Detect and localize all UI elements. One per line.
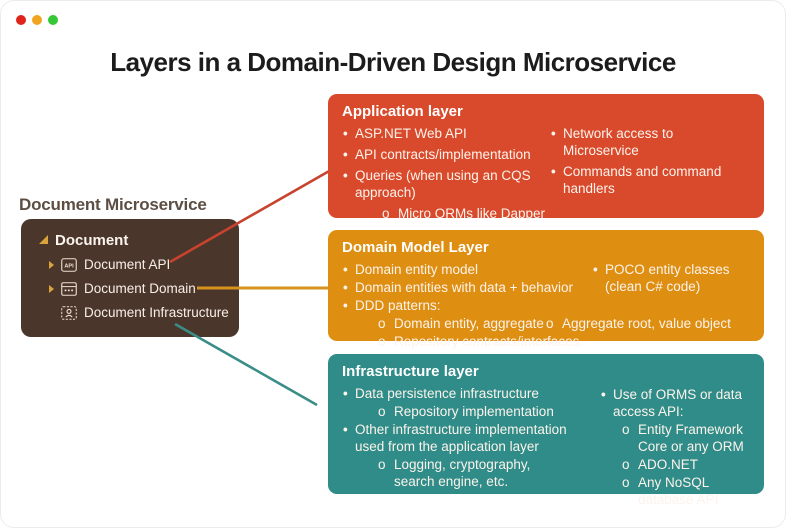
- tree-item-label: Document API: [84, 257, 171, 272]
- list-item: Other infrastructure implementation used…: [355, 422, 567, 454]
- list-item: API contracts/implementation: [355, 147, 531, 162]
- list-item: POCO entity classes (clean C# code): [605, 262, 730, 294]
- list-item: Repository implementation: [394, 404, 554, 419]
- services-icon: [61, 305, 77, 320]
- infrastructure-right-list: Use of ORMS or data access API: Entity F…: [600, 385, 772, 509]
- list-item: Aggregate root, value object: [562, 316, 731, 331]
- list-item: ASP.NET Web API: [355, 126, 467, 141]
- expanded-triangle-icon: [39, 235, 48, 244]
- list-item: Domain entities with data + behavior: [355, 280, 573, 295]
- tree-root-label: Document: [55, 232, 129, 249]
- tree-item-document-api[interactable]: API Document API: [49, 256, 229, 273]
- infrastructure-layer-box: Infrastructure layer Data persistence in…: [328, 354, 764, 507]
- bullet-icon: [550, 125, 563, 159]
- domain-left-list: Domain entity model Domain entities with…: [342, 261, 592, 315]
- domain-layer-title: Domain Model Layer: [342, 239, 489, 256]
- list-item: ADO.NET: [638, 457, 699, 472]
- tree-item-label: Document Domain: [84, 281, 196, 296]
- list-item: Data persistence infrastructure: [355, 386, 539, 401]
- tree-item-document-infrastructure[interactable]: Document Infrastructure: [49, 304, 229, 321]
- list-item: Commands and command handlers: [563, 164, 722, 196]
- domain-right-list: POCO entity classes (clean C# code): [592, 261, 750, 296]
- bullet-icon: [342, 279, 355, 296]
- solution-tree-panel: Document API Document API Document Domai…: [21, 219, 239, 337]
- application-left-list: ASP.NET Web API API contracts/implementa…: [342, 125, 550, 226]
- list-item: Entity Framework Core or any ORM: [638, 422, 744, 454]
- list-item: Repository contracts/interfaces.: [394, 334, 584, 349]
- circle-bullet-icon: [378, 333, 394, 350]
- list-item: Network access to Microservice: [563, 126, 674, 158]
- maximize-window-button[interactable]: [48, 15, 58, 25]
- bullet-icon: [342, 125, 355, 142]
- domain-model-layer-box: Domain Model Layer Domain entity model D…: [328, 230, 764, 349]
- list-item: Micro ORMs like Dapper: [398, 206, 546, 221]
- sidebar-heading: Document Microservice: [19, 195, 207, 214]
- circle-bullet-icon: [622, 421, 638, 455]
- list-item: Domain entity, aggregate: [394, 316, 544, 331]
- api-icon: API: [61, 257, 77, 272]
- bullet-icon: [550, 163, 563, 197]
- tree-item-label: Document Infrastructure: [84, 305, 229, 320]
- list-item: DDD patterns:: [355, 298, 441, 313]
- list-item: Use of ORMS or data access API:: [613, 387, 743, 419]
- infrastructure-left-list: Data persistence infrastructure Reposito…: [342, 385, 600, 491]
- application-right-list: Network access to Microservice Commands …: [550, 125, 750, 201]
- bullet-icon: [342, 297, 355, 314]
- bullet-icon: [342, 385, 355, 402]
- circle-bullet-icon: [382, 205, 398, 222]
- application-layer-box: Application layer ASP.NET Web API API co…: [328, 94, 764, 221]
- svg-text:API: API: [64, 263, 74, 269]
- close-window-button[interactable]: [16, 15, 26, 25]
- circle-bullet-icon: [546, 315, 562, 332]
- page-title: Layers in a Domain-Driven Design Microse…: [110, 47, 676, 77]
- circle-bullet-icon: [622, 474, 638, 508]
- tree-item-document-domain[interactable]: Document Domain: [49, 280, 229, 297]
- bullet-icon: [342, 146, 355, 163]
- list-item: Queries (when using an CQS approach): [355, 168, 531, 200]
- bullet-icon: [592, 261, 605, 295]
- window-controls: [16, 15, 58, 25]
- minimize-window-button[interactable]: [32, 15, 42, 25]
- infrastructure-layer-title: Infrastructure layer: [342, 363, 479, 380]
- application-layer-title: Application layer: [342, 103, 463, 120]
- domain-sub-list: Domain entity, aggregate Aggregate root,…: [378, 315, 750, 351]
- circle-bullet-icon: [378, 403, 394, 420]
- circle-bullet-icon: [622, 456, 638, 473]
- window-icon: [61, 281, 77, 296]
- bullet-icon: [342, 167, 355, 201]
- list-item: Logging, cryptography, search engine, et…: [394, 457, 531, 489]
- bullet-icon: [342, 261, 355, 278]
- bullet-icon: [342, 421, 355, 455]
- collapsed-triangle-icon: [49, 260, 54, 269]
- list-item: Any NoSQL database API: [638, 475, 719, 507]
- bullet-icon: [600, 386, 613, 420]
- tree-root-document[interactable]: Document: [39, 232, 229, 249]
- circle-bullet-icon: [378, 315, 394, 332]
- collapsed-triangle-icon: [49, 284, 54, 293]
- circle-bullet-icon: [378, 456, 394, 490]
- list-item: Domain entity model: [355, 262, 479, 277]
